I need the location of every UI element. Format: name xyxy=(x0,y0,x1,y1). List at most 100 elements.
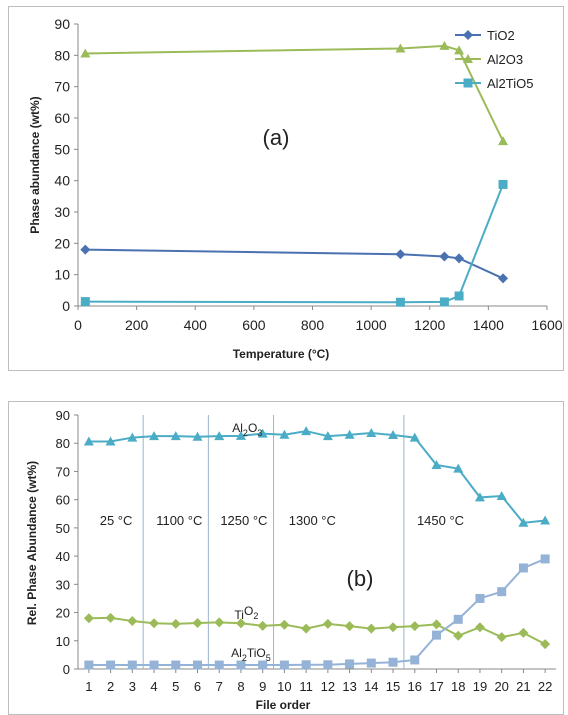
data-point-al2tio5 xyxy=(149,660,159,670)
x-tick-label: 3 xyxy=(129,679,136,694)
data-point-al2tio5 xyxy=(345,659,355,669)
data-point-tio2 xyxy=(409,621,420,632)
data-point-al2o3 xyxy=(322,431,333,441)
data-point-al2tio5 xyxy=(279,660,289,670)
data-point-tio2 xyxy=(127,616,138,627)
x-axis-label: File order xyxy=(256,698,311,712)
data-point-al2o3 xyxy=(366,428,377,438)
data-point-al2tio5 xyxy=(236,660,246,670)
x-tick-label: 1000 xyxy=(356,317,387,333)
data-point-al2o3 xyxy=(257,428,268,438)
data-point-al2o3 xyxy=(127,432,138,442)
data-point-tio2 xyxy=(388,622,399,633)
y-tick-label: 50 xyxy=(54,141,70,157)
y-tick-label: 70 xyxy=(56,464,70,479)
data-point-al2tio5 xyxy=(497,587,507,597)
y-tick-label: 10 xyxy=(56,634,70,649)
data-point-al2o3 xyxy=(192,431,203,441)
y-axis-label: Phase abundance (wt%) xyxy=(28,96,42,233)
y-tick-label: 0 xyxy=(62,298,70,314)
data-point-al2tio5 xyxy=(214,660,224,670)
series-label-subscript: 2 xyxy=(242,653,247,663)
y-tick-label: 10 xyxy=(54,267,70,283)
series-label-subscript: 3 xyxy=(257,428,262,438)
series-line-al2o3 xyxy=(88,430,546,524)
region-label: 1250 °C xyxy=(220,513,267,528)
region-label: 25 °C xyxy=(100,513,133,528)
data-point-al2tio5 xyxy=(498,179,508,189)
x-tick-label: 400 xyxy=(184,317,208,333)
series-label-subscript: 2 xyxy=(253,611,258,621)
x-tick-label: 9 xyxy=(259,679,266,694)
x-tick-label: 6 xyxy=(194,679,201,694)
region-label: 1300 °C xyxy=(289,513,336,528)
data-point-al2o3 xyxy=(301,426,312,436)
data-point-al2tio5 xyxy=(395,297,405,307)
x-tick-label: 1600 xyxy=(531,317,562,333)
data-point-al2tio5 xyxy=(432,630,441,640)
data-point-al2o3 xyxy=(474,492,485,502)
series-label-text: Ti xyxy=(234,608,244,622)
x-tick-label: 200 xyxy=(125,317,149,333)
y-tick-label: 30 xyxy=(54,204,70,220)
data-point-al2o3 xyxy=(214,431,225,441)
x-tick-label: 800 xyxy=(301,317,325,333)
series-line-al2tio5 xyxy=(88,558,546,667)
series-label: TiO2 xyxy=(234,604,258,622)
data-point-al2tio5 xyxy=(366,658,376,668)
data-point-tio2 xyxy=(279,619,290,630)
data-point-al2tio5 xyxy=(453,614,463,624)
data-point-tio2 xyxy=(105,612,116,623)
x-tick-label: 7 xyxy=(216,679,223,694)
data-point-tio2 xyxy=(453,630,464,641)
x-tick-label: 22 xyxy=(538,679,552,694)
x-tick-label: 21 xyxy=(516,679,530,694)
data-point-al2o3 xyxy=(344,429,355,439)
data-point-al2tio5 xyxy=(518,563,528,573)
y-tick-label: 70 xyxy=(54,79,70,95)
data-point-tio2 xyxy=(192,617,203,628)
data-point-al2o3 xyxy=(388,430,399,440)
data-point-tio2 xyxy=(301,623,312,634)
x-tick-label: 17 xyxy=(429,679,443,694)
series-label-subscript: 5 xyxy=(266,653,271,663)
chart-a: 0 10 20 30 40 50 60 70 80 90 0 200 400 600 800 1000 1200… xyxy=(28,16,563,361)
x-tick-label: 19 xyxy=(473,679,487,694)
data-point-al2o3 xyxy=(496,490,507,500)
data-point-tio2 xyxy=(474,622,485,633)
data-point-tio2 xyxy=(439,251,450,262)
data-point-tio2 xyxy=(322,618,333,629)
data-point-tio2 xyxy=(395,249,406,260)
legend-entry: Al2TiO5 xyxy=(487,76,533,91)
x-tick-label: 1400 xyxy=(473,317,504,333)
data-point-al2tio5 xyxy=(127,660,137,670)
chart-b-panel: 0 10 20 30 40 50 60 70 80 90 1 2 3 4 5 6 7 8 9 10 11 12 13 14 15… xyxy=(8,401,564,715)
data-point-al2tio5 xyxy=(84,660,94,670)
x-tick-label: 1200 xyxy=(414,317,445,333)
y-tick-label: 30 xyxy=(56,577,70,592)
data-point-al2tio5 xyxy=(301,660,311,670)
y-tick-label: 90 xyxy=(54,16,70,32)
x-tick-label: 8 xyxy=(237,679,244,694)
data-point-al2tio5 xyxy=(454,291,464,301)
y-tick-label: 60 xyxy=(56,493,70,508)
data-point-al2o3 xyxy=(409,432,420,442)
x-tick-label: 15 xyxy=(386,679,400,694)
data-point-tio2 xyxy=(80,244,91,255)
data-point-al2o3 xyxy=(279,429,290,439)
data-point-al2o3 xyxy=(453,463,464,473)
y-tick-label: 20 xyxy=(56,606,70,621)
data-point-tio2 xyxy=(149,618,160,629)
data-point-al2o3 xyxy=(540,515,551,525)
series-label-text: Al xyxy=(231,646,242,660)
data-point-tio2 xyxy=(366,623,377,634)
x-tick-label: 0 xyxy=(74,317,82,333)
data-point-tio2 xyxy=(454,253,465,264)
data-point-tio2 xyxy=(344,621,355,632)
data-point-tio2 xyxy=(170,618,181,629)
series-line-al2tio5 xyxy=(85,184,504,304)
y-tick-label: 80 xyxy=(54,47,70,63)
chart-a-panel: 0 10 20 30 40 50 60 70 80 90 0 200 400 600 800 1000 1200… xyxy=(8,6,564,371)
x-tick-label: 13 xyxy=(342,679,356,694)
data-point-al2o3 xyxy=(80,48,91,58)
